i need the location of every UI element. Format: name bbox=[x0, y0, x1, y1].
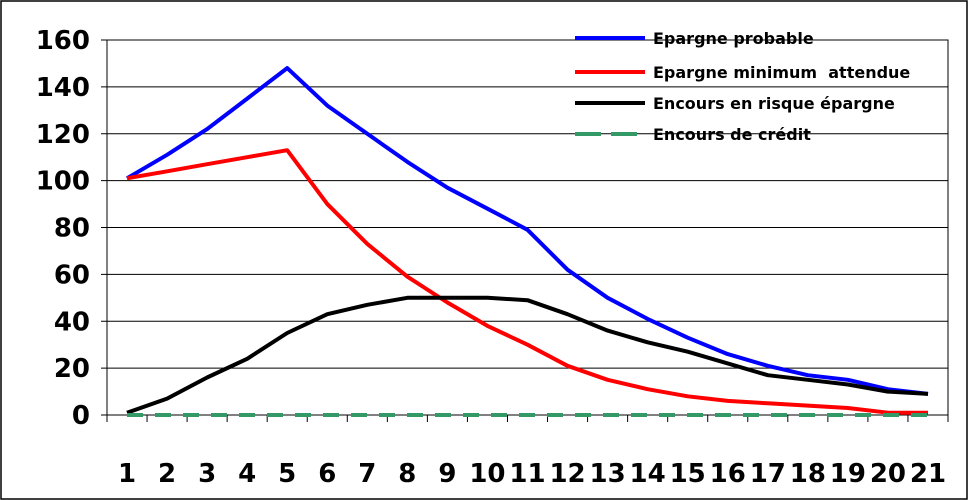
x-tick-label: 15 bbox=[670, 459, 706, 489]
x-tick-label: 12 bbox=[549, 459, 585, 489]
x-tick-label: 1 bbox=[118, 459, 136, 489]
x-tick-label: 3 bbox=[198, 459, 216, 489]
x-tick-label: 6 bbox=[318, 459, 336, 489]
legend-label: Epargne probable bbox=[653, 29, 814, 48]
y-tick-label: 160 bbox=[36, 26, 90, 56]
grid-lines bbox=[107, 39, 948, 369]
series-line-3 bbox=[126, 295, 929, 415]
x-tick-label: 21 bbox=[910, 459, 946, 489]
x-tick-label: 5 bbox=[278, 459, 296, 489]
x-tick-label: 20 bbox=[870, 459, 906, 489]
x-tick-label: 8 bbox=[398, 459, 416, 489]
y-tick-label: 80 bbox=[54, 214, 90, 244]
legend-label: Epargne minimum attendue bbox=[653, 63, 910, 82]
x-tick-label: 19 bbox=[830, 459, 866, 489]
series-lines bbox=[125, 66, 929, 417]
y-tick-label: 120 bbox=[36, 120, 90, 150]
x-tick-label: 10 bbox=[469, 459, 505, 489]
x-tick-label: 11 bbox=[509, 459, 545, 489]
y-tick-label: 60 bbox=[54, 260, 90, 290]
legend-label: Encours de crédit bbox=[653, 125, 811, 144]
y-tick-label: 0 bbox=[72, 401, 90, 431]
x-tick-label: 9 bbox=[438, 459, 456, 489]
x-tick-label: 7 bbox=[358, 459, 376, 489]
x-tick-label: 18 bbox=[790, 459, 826, 489]
series-line-2 bbox=[126, 148, 928, 415]
y-tick-label: 20 bbox=[54, 354, 90, 384]
x-tick-label: 4 bbox=[238, 459, 256, 489]
x-tick-label: 17 bbox=[750, 459, 786, 489]
x-tick-label: 2 bbox=[158, 459, 176, 489]
y-tick-label: 100 bbox=[36, 167, 90, 197]
y-tick-label: 40 bbox=[54, 307, 90, 337]
x-tick-label: 16 bbox=[710, 459, 746, 489]
legend: Epargne probable Epargne minimum attendue… bbox=[575, 29, 910, 144]
legend-label: Encours en risque épargne bbox=[653, 94, 895, 113]
x-tick-label: 14 bbox=[630, 459, 666, 489]
y-tick-label: 140 bbox=[36, 73, 90, 103]
x-tick-label: 13 bbox=[590, 459, 626, 489]
series-line-1 bbox=[125, 66, 929, 396]
